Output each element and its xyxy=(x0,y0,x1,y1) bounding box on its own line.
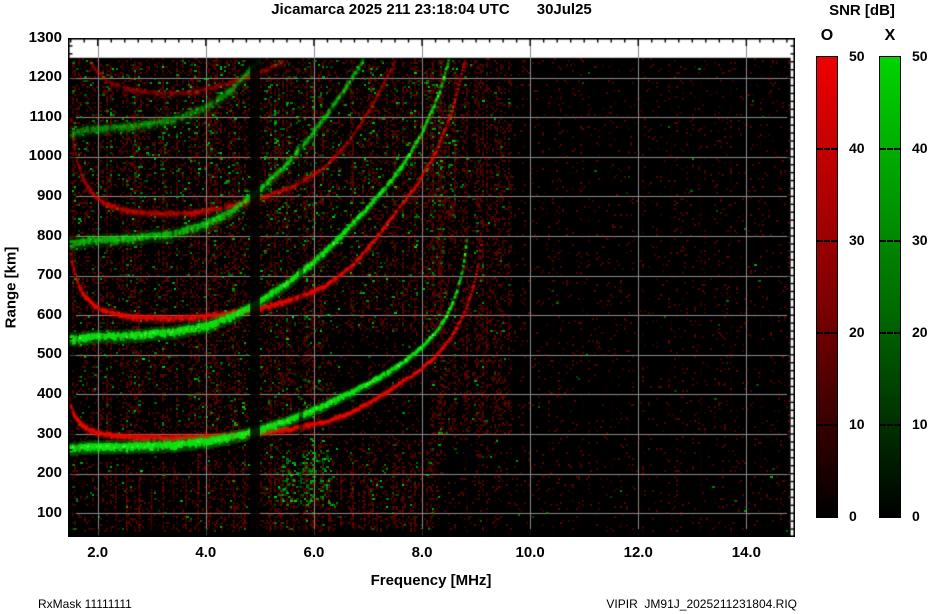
x-tick-label: 12.0 xyxy=(623,544,653,561)
x-tick-label: 10.0 xyxy=(515,544,545,561)
x-tick-label: 14.0 xyxy=(731,544,761,561)
y-tick-label: 400 xyxy=(36,384,62,402)
title-text: Jicamarca 2025 211 23:18:04 UTC xyxy=(271,1,510,18)
colorbar-tick-dash xyxy=(880,332,900,334)
colorbar-tick-label: 40 xyxy=(849,140,865,156)
y-tick-label: 1000 xyxy=(28,147,62,165)
ionogram-canvas xyxy=(68,38,795,537)
plot-area xyxy=(68,38,795,537)
file-name-text: VIPIR JM91J_2025211231804.RIQ xyxy=(606,597,797,611)
y-tick-label: 200 xyxy=(36,464,62,482)
y-tick-label: 500 xyxy=(36,345,62,363)
colorbar-tick-label: 20 xyxy=(849,324,865,340)
y-tick-label: 1300 xyxy=(28,28,62,46)
rxmask-text: RxMask 11111111 xyxy=(38,597,132,611)
colorbar-tick-label: 10 xyxy=(912,416,928,432)
y-tick-label: 1200 xyxy=(28,68,62,86)
x-tick-label: 4.0 xyxy=(195,544,217,561)
y-tick-label: 1100 xyxy=(29,107,62,125)
y-tick-label: 700 xyxy=(36,266,62,284)
colorbar-tick-label: 20 xyxy=(912,324,928,340)
y-axis-label: Range [km] xyxy=(2,246,20,329)
y-tick-label: 900 xyxy=(36,186,62,204)
colorbar-tick-label: 40 xyxy=(912,140,928,156)
y-tick-label: 300 xyxy=(36,424,62,442)
y-tick-label: 600 xyxy=(36,305,62,323)
o-mode-colorbar xyxy=(816,56,838,518)
colorbar-tick-dash xyxy=(880,424,900,426)
colorbar-tick-dash xyxy=(880,148,900,150)
y-tick-label: 800 xyxy=(36,226,62,244)
colorbar-tick-label: 30 xyxy=(912,232,928,248)
x-mode-colorbar xyxy=(879,56,901,518)
page-title: Jicamarca 2025 211 23:18:04 UTC 30Jul25 xyxy=(68,1,795,18)
o-mode-label: O xyxy=(820,27,834,44)
x-tick-label: 8.0 xyxy=(411,544,433,561)
x-tick-label: 2.0 xyxy=(87,544,109,561)
colorbar-tick-dash xyxy=(817,240,837,242)
colorbar-title: SNR [dB] xyxy=(829,2,895,19)
colorbar-tick-label: 30 xyxy=(849,232,865,248)
colorbar-tick-dash xyxy=(817,148,837,150)
colorbar-tick-label: 10 xyxy=(849,416,865,432)
title-date: 30Jul25 xyxy=(536,1,592,18)
x-axis-label: Frequency [MHz] xyxy=(370,572,492,589)
colorbar-tick-dash xyxy=(817,424,837,426)
colorbar-tick-label: 50 xyxy=(912,48,928,64)
colorbar-tick-dash xyxy=(880,240,900,242)
x-mode-label: X xyxy=(884,27,896,44)
colorbar-tick-dash xyxy=(817,332,837,334)
colorbar-tick-label: 50 xyxy=(849,48,865,64)
x-tick-label: 6.0 xyxy=(303,544,325,561)
colorbar-tick-label: 0 xyxy=(912,508,920,524)
colorbar-tick-label: 0 xyxy=(849,508,857,524)
y-tick-label: 100 xyxy=(36,503,62,521)
